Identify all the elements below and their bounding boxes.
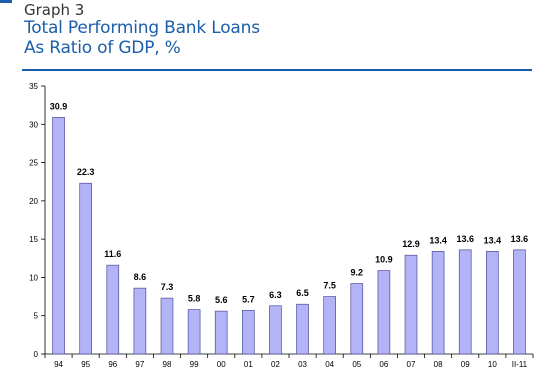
- x-tick-label: 97: [135, 360, 144, 369]
- bar: [160, 297, 174, 355]
- y-axis: 0 5 10 15 20 25 30 35: [29, 82, 46, 359]
- chart-title-line-1: Total Performing Bank Loans: [24, 18, 260, 38]
- data-labels: 30.9 22.3 11.6 8.6 7.3 5.8 5.6 5.7 6.3 6.5 7.5 9.2 1…: [50, 101, 528, 305]
- y-tick-label: 30: [29, 120, 38, 129]
- data-label: 13.6: [511, 234, 529, 244]
- bar: [269, 305, 282, 355]
- data-label: 13.4: [484, 235, 502, 245]
- x-tick-label: 95: [81, 360, 90, 369]
- bar: [214, 310, 228, 355]
- data-label: 5.7: [242, 294, 255, 304]
- bar: [187, 309, 201, 355]
- data-label: 6.3: [269, 290, 282, 300]
- data-label: 9.2: [351, 268, 364, 278]
- x-tick-label: II-11: [512, 360, 528, 369]
- data-label: 13.6: [456, 234, 474, 244]
- x-tick-label: 01: [244, 360, 253, 369]
- data-label: 13.4: [429, 235, 447, 245]
- x-tick-label: 04: [325, 360, 334, 369]
- bar: [106, 264, 120, 355]
- bar: [79, 182, 92, 355]
- graph-number: Graph 3: [24, 1, 85, 19]
- bar: [350, 283, 364, 355]
- y-tick-label: 5: [34, 312, 39, 321]
- bar: [377, 270, 391, 355]
- bar: [133, 287, 147, 355]
- data-label: 11.6: [104, 249, 121, 259]
- chart-title-line-2: As Ratio of GDP, %: [24, 38, 181, 58]
- bar: [486, 251, 499, 355]
- bar: [458, 249, 472, 355]
- bar: [296, 303, 309, 355]
- x-tick-label: 07: [407, 360, 416, 369]
- x-tick-label: 08: [434, 360, 443, 369]
- x-tick-label: 02: [271, 360, 280, 369]
- y-tick-label: 20: [29, 197, 38, 206]
- x-tick-label: 10: [488, 360, 497, 369]
- title-underline: [22, 69, 532, 71]
- x-tick-label: 99: [190, 360, 199, 369]
- y-tick-label: 35: [29, 82, 38, 91]
- data-label: 5.6: [215, 295, 228, 305]
- y-tick-label: 25: [29, 159, 38, 168]
- y-tick-label: 10: [29, 273, 38, 282]
- data-label: 30.9: [50, 101, 68, 111]
- data-label: 7.3: [161, 282, 174, 292]
- bar: [404, 254, 418, 355]
- bar: [431, 251, 445, 355]
- data-label: 6.5: [296, 288, 309, 298]
- y-tick-label: 0: [34, 350, 39, 359]
- x-tick-label: 05: [352, 360, 361, 369]
- x-axis: 94 95 96 97 98 99 00 01 02 03 04 05 06 07 08 09 10 II-11: [44, 353, 534, 369]
- x-tick-label: 96: [108, 360, 117, 369]
- data-label: 12.9: [402, 239, 420, 249]
- bar: [242, 310, 255, 355]
- data-label: 10.9: [375, 255, 393, 265]
- x-tick-label: 98: [163, 360, 172, 369]
- data-label: 8.6: [134, 272, 147, 282]
- bar: [323, 296, 336, 355]
- x-tick-label: 06: [379, 360, 388, 369]
- bar: [52, 117, 65, 355]
- data-label: 7.5: [323, 281, 336, 291]
- x-tick-label: 94: [54, 360, 63, 369]
- data-label: 22.3: [77, 167, 95, 177]
- x-tick-label: 00: [217, 360, 226, 369]
- x-tick-label: 03: [298, 360, 307, 369]
- data-label: 5.8: [188, 294, 201, 304]
- bars: [52, 117, 526, 355]
- chart-header: Graph 3 Total Performing Bank Loans As R…: [24, 0, 260, 58]
- y-tick-label: 15: [29, 235, 38, 244]
- corner-accent: [0, 0, 12, 3]
- bar: [513, 249, 526, 355]
- x-tick-label: 09: [461, 360, 470, 369]
